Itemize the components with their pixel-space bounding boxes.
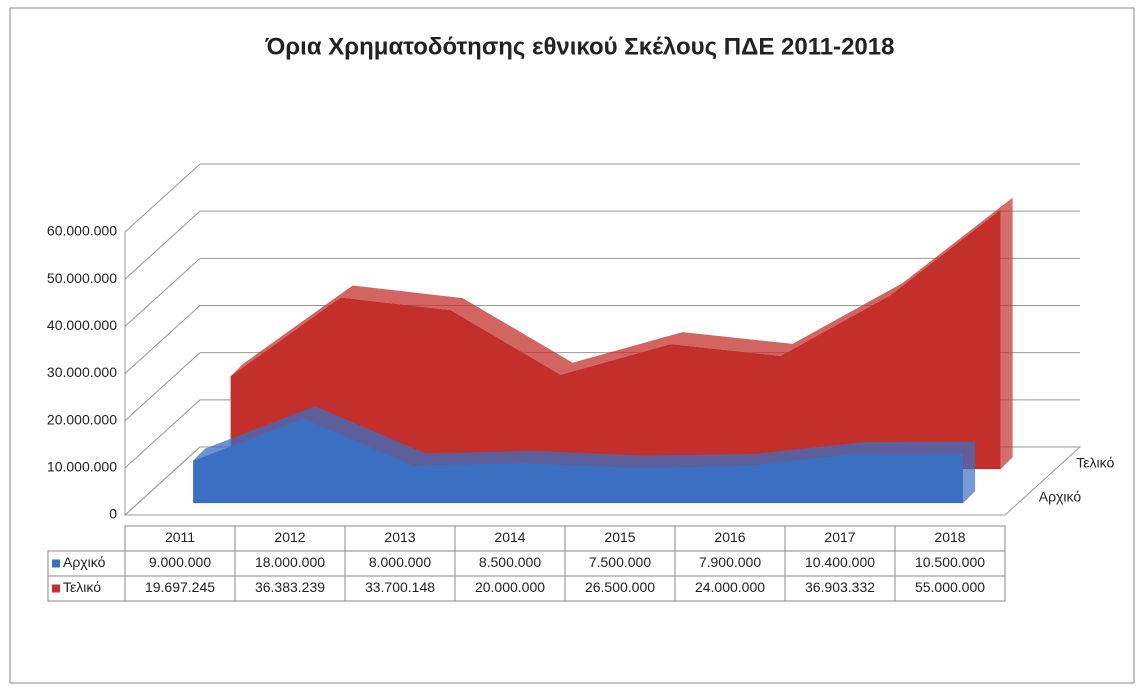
x-tick-label: 2015 (604, 529, 635, 545)
chart-title: Όρια Χρηματοδότησης εθνικού Σκέλους ΠΔΕ … (265, 33, 895, 60)
x-tick-label: 2012 (274, 529, 305, 545)
table-value: 20.000.000 (475, 579, 545, 595)
grid-line (124, 210, 1080, 280)
table-value: 26.500.000 (585, 579, 655, 595)
area-top (230, 197, 1013, 377)
y-tick-label: 40.000.000 (47, 317, 117, 333)
grid-line (124, 163, 1080, 233)
x-tick-label: 2017 (824, 529, 855, 545)
area-side (1000, 197, 1013, 470)
table-value: 7.900.000 (699, 554, 761, 570)
x-tick-label: 2013 (384, 529, 415, 545)
area (230, 209, 1001, 470)
table-value: 8.500.000 (479, 554, 541, 570)
x-tick-label: 2011 (165, 529, 195, 545)
table-value: 36.383.239 (255, 579, 325, 595)
legend-key (52, 559, 60, 568)
area-top (193, 406, 976, 468)
x-tick-label: 2014 (494, 529, 525, 545)
grid-line (124, 305, 1080, 374)
legend-label: Αρχικό (63, 554, 106, 570)
table-value: 55.000.000 (915, 579, 985, 595)
table-value: 24.000.000 (695, 579, 765, 595)
table-value: 33.700.148 (365, 579, 435, 595)
table-value: 8.000.000 (369, 554, 431, 570)
legend-label: Τελικό (63, 579, 101, 595)
y-tick-label: 50.000.000 (47, 270, 117, 286)
y-tick-label: 20.000.000 (47, 411, 117, 427)
depth-label: Αρχικό (1039, 489, 1082, 505)
x-tick-label: 2018 (934, 529, 965, 545)
y-tick-label: 10.000.000 (47, 459, 117, 475)
y-tick-label: 30.000.000 (47, 364, 117, 380)
table-value: 36.903.332 (805, 579, 875, 595)
legend-key (52, 584, 60, 593)
area-side (963, 441, 976, 504)
table-value: 7.500.000 (589, 554, 651, 570)
x-tick-label: 2016 (714, 529, 745, 545)
table-value: 10.500.000 (915, 554, 985, 570)
y-tick-label: 0 (109, 506, 117, 522)
table-value: 9.000.000 (149, 554, 211, 570)
grid-line (124, 257, 1080, 327)
table-value: 19.697.245 (145, 579, 215, 595)
y-tick-label: 60.000.000 (47, 223, 117, 239)
area (193, 418, 964, 504)
table-value: 10.400.000 (805, 554, 875, 570)
table-value: 18.000.000 (255, 554, 325, 570)
depth-label: Τελικό (1076, 455, 1114, 471)
